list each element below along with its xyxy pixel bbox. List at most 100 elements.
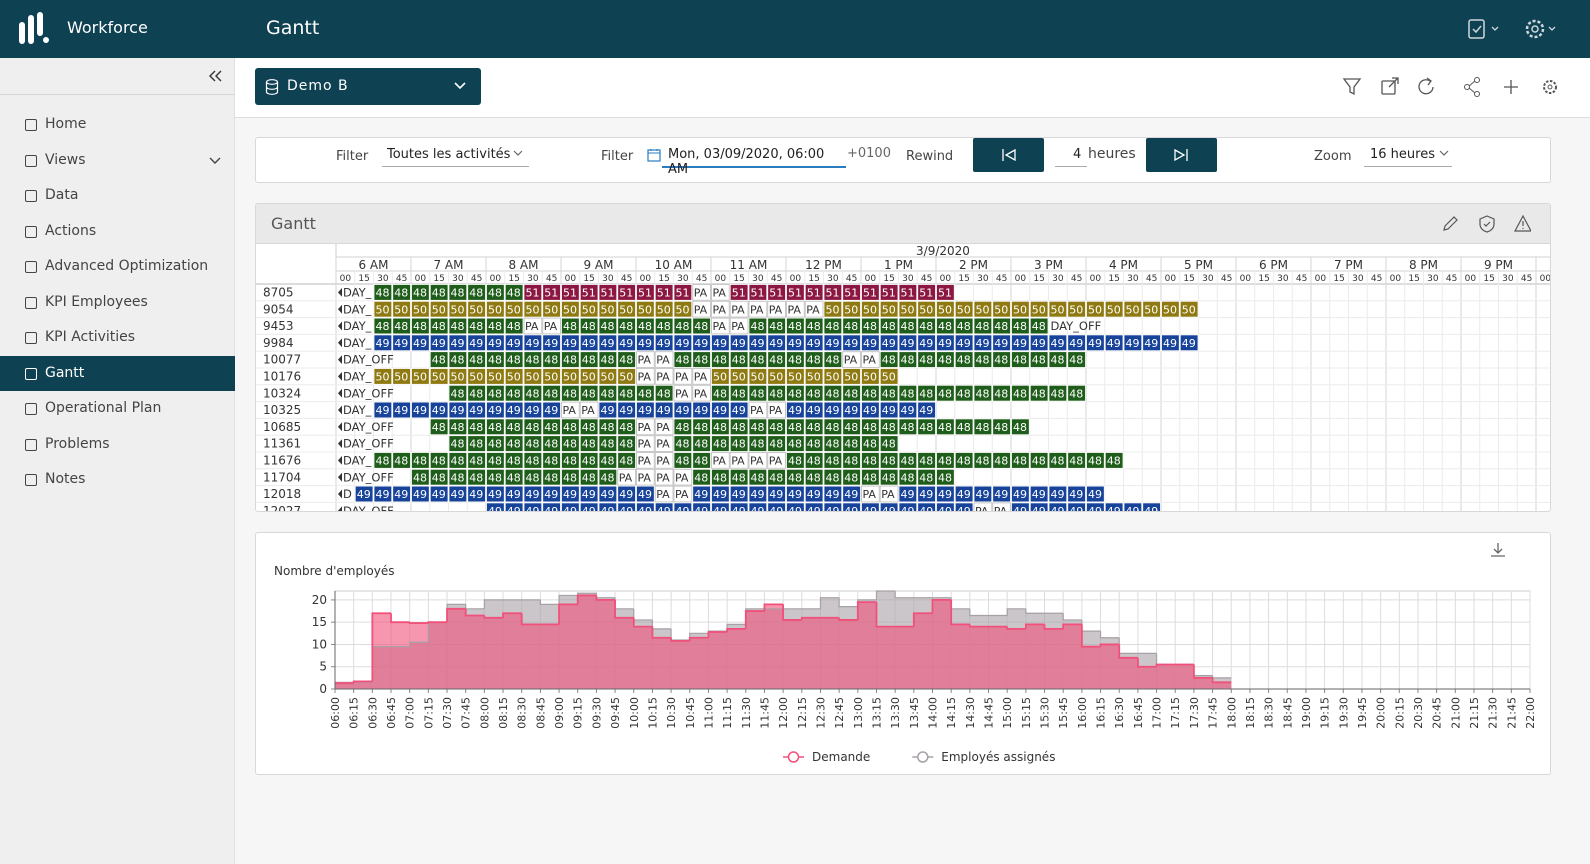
activity-label: 49	[657, 505, 671, 512]
break-label: PA	[975, 505, 989, 512]
break-cell	[804, 300, 824, 318]
nav-item[interactable]: Advanced Optimization	[0, 249, 235, 284]
rewind-back-button[interactable]	[973, 138, 1044, 172]
activity-select[interactable]: Toutes les activités	[382, 138, 529, 167]
rewind-input[interactable]: 4	[1055, 138, 1087, 167]
shield-icon[interactable]	[1479, 215, 1495, 233]
activity-cell	[842, 317, 861, 335]
activity-label: 48	[994, 421, 1008, 434]
activity-cell	[486, 351, 505, 368]
activity-label: 50	[619, 371, 633, 384]
activity-label: 48	[1051, 455, 1065, 468]
quarter-label: 45	[1371, 274, 1382, 284]
day-off-arrow	[338, 321, 342, 331]
settings-icon[interactable]	[1543, 80, 1557, 94]
legend-marker	[787, 751, 800, 763]
break-label: PA	[656, 455, 670, 468]
activity-label: 48	[432, 471, 446, 484]
x-tick-label: 17:00	[1151, 697, 1164, 729]
line-step	[1118, 644, 1138, 659]
activity-cell	[448, 485, 468, 503]
quarter-label: 30	[452, 274, 464, 284]
nav-item[interactable]: Problems	[0, 427, 235, 462]
refresh-icon[interactable]	[1418, 77, 1434, 95]
nav-item[interactable]: Gantt	[0, 355, 235, 391]
activity-label: 50	[751, 371, 765, 384]
area-step	[1137, 666, 1157, 689]
activity-cell	[786, 368, 805, 385]
break-cell	[636, 418, 655, 436]
activity-cell	[954, 351, 974, 368]
activity-cell	[823, 300, 843, 318]
activity-cell	[373, 452, 393, 469]
activity-label: 48	[882, 471, 896, 484]
activity-label: 48	[882, 387, 896, 400]
activity-label: 48	[563, 421, 577, 434]
nav-item[interactable]: KPI Activities	[0, 320, 235, 355]
tasks-menu[interactable]	[1466, 16, 1502, 42]
activity-label: 48	[507, 320, 521, 333]
activity-cell	[879, 300, 899, 318]
activity-cell	[1123, 502, 1143, 511]
x-tick-label: 16:15	[1095, 697, 1108, 729]
quarter-label: 45	[996, 274, 1007, 284]
activity-cell	[992, 418, 1011, 436]
activity-label: 48	[919, 455, 933, 468]
filter-icon[interactable]	[1342, 78, 1362, 96]
activity-cell	[504, 284, 524, 301]
break-cell	[861, 351, 880, 369]
legend-item[interactable]: Demande	[783, 750, 870, 764]
zoom-select[interactable]: 16 heures	[1364, 138, 1452, 167]
nav-item[interactable]: Home	[0, 107, 235, 142]
activity-label: 49	[582, 488, 596, 501]
quarter-label: 30	[827, 274, 839, 284]
activity-label: 48	[694, 471, 708, 484]
activity-cell	[654, 284, 674, 301]
break-cell	[673, 485, 693, 503]
date-input[interactable]: Mon, 03/09/2020, 06:00 AM	[662, 138, 846, 177]
x-tick-label: 15:30	[1039, 697, 1052, 729]
activity-cell	[692, 435, 711, 452]
activity-label: 49	[1051, 337, 1065, 350]
activity-label: 48	[1032, 320, 1046, 333]
dataset-select[interactable]: Demo B	[255, 68, 481, 105]
activity-label: 48	[826, 455, 840, 468]
activity-cell	[861, 502, 880, 511]
activity-label: 49	[901, 488, 915, 501]
break-cell	[579, 401, 599, 419]
activity-cell	[804, 502, 824, 511]
nav-item[interactable]: Actions	[0, 214, 235, 249]
activity-cell	[598, 502, 618, 511]
nav-item[interactable]: KPI Employees	[0, 285, 235, 320]
edit-icon[interactable]	[1443, 216, 1458, 231]
activity-cell	[504, 452, 524, 469]
line-step	[1155, 663, 1176, 667]
export-icon[interactable]	[1381, 77, 1399, 95]
rewind-forward-button[interactable]	[1146, 138, 1217, 172]
activity-label: 49	[788, 488, 802, 501]
legend-item[interactable]: Employés assignés	[912, 750, 1055, 764]
share-icon[interactable]	[1464, 77, 1480, 97]
y-tick-label: 15	[312, 615, 327, 629]
nav-item[interactable]: Views	[0, 143, 235, 178]
nav-item[interactable]: Operational Plan	[0, 391, 235, 426]
nav-item[interactable]: Notes	[0, 462, 235, 497]
activity-label: 48	[938, 354, 952, 367]
activity-label: 48	[507, 387, 521, 400]
activity-label: 49	[394, 404, 408, 417]
day-off-label: D	[343, 487, 352, 501]
download-icon[interactable]	[1489, 541, 1507, 559]
x-tick-label: 14:00	[927, 697, 940, 729]
nav-item[interactable]: Data	[0, 178, 235, 213]
activity-cell	[523, 384, 543, 402]
x-tick-label: 08:00	[478, 697, 491, 729]
activity-cell	[804, 485, 824, 503]
add-icon[interactable]	[1504, 80, 1518, 94]
activity-cell	[767, 485, 786, 503]
activity-cell	[579, 334, 599, 352]
activity-label: 48	[469, 354, 483, 367]
warning-icon[interactable]	[1514, 214, 1531, 232]
settings-menu[interactable]	[1523, 16, 1563, 42]
collapse-button[interactable]	[208, 68, 224, 84]
break-label: PA	[581, 404, 595, 417]
